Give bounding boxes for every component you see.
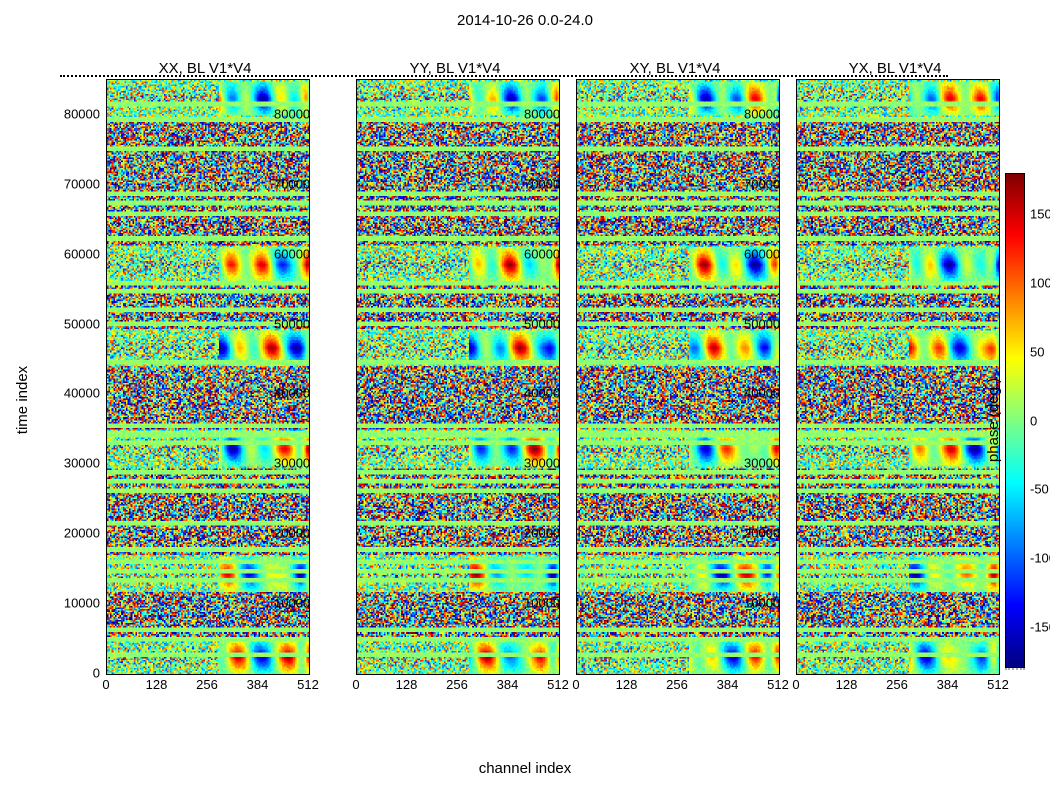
y-axis-label: time index	[14, 366, 31, 434]
waterfall-panel-yy[interactable]	[356, 79, 560, 675]
x-tick-label: 256	[446, 677, 468, 692]
y-tick-label-secondary: 80000	[524, 106, 564, 121]
y-tick-label-secondary: 40000	[744, 386, 784, 401]
x-tick-label: 384	[247, 677, 269, 692]
x-tick-label: 128	[616, 677, 638, 692]
x-tick-label: 384	[717, 677, 739, 692]
colorbar-dotted-line	[1005, 668, 1025, 670]
y-tick-label: 50000	[20, 316, 100, 331]
y-tick-label-secondary: 20000	[744, 526, 784, 541]
y-tick-label-secondary: 40000	[524, 386, 564, 401]
y-tick-label: 70000	[20, 176, 100, 191]
top-dotted-line	[60, 75, 948, 77]
y-tick-label: 10000	[20, 596, 100, 611]
x-tick-label: 0	[572, 677, 579, 692]
x-tick-label: 384	[497, 677, 519, 692]
x-tick-label: 256	[196, 677, 218, 692]
x-tick-label: 512	[987, 677, 1009, 692]
y-tick-label-secondary: 20000	[274, 526, 314, 541]
y-tick-label-secondary: 60000	[524, 246, 564, 261]
colorbar-tick-label: -100	[1030, 551, 1050, 566]
colorbar[interactable]	[1005, 173, 1025, 668]
y-tick-label-secondary: 50000	[744, 316, 784, 331]
y-tick-label-secondary: 40000	[274, 386, 314, 401]
x-axis-label: channel index	[0, 760, 1050, 777]
y-tick-label-secondary: 30000	[524, 456, 564, 471]
waterfall-panel-xx[interactable]	[106, 79, 310, 675]
y-tick-label-secondary: 70000	[524, 176, 564, 191]
waterfall-panel-yx[interactable]	[796, 79, 1000, 675]
x-tick-label: 512	[547, 677, 569, 692]
colorbar-tick-label: -150	[1030, 619, 1050, 634]
y-tick-label-secondary: 30000	[744, 456, 784, 471]
colorbar-label: phase (deg.)	[985, 378, 1002, 462]
x-tick-label: 0	[102, 677, 109, 692]
y-tick-label-secondary: 60000	[274, 246, 314, 261]
y-tick-label: 0	[20, 666, 100, 681]
y-tick-label-secondary: 20000	[524, 526, 564, 541]
y-tick-label-secondary: 70000	[274, 176, 314, 191]
y-tick-label-secondary: 60000	[744, 246, 784, 261]
x-tick-label: 0	[792, 677, 799, 692]
y-tick-label: 80000	[20, 106, 100, 121]
colorbar-tick-label: 150	[1030, 207, 1050, 222]
colorbar-tick-label: 100	[1030, 276, 1050, 291]
x-tick-label: 512	[297, 677, 319, 692]
x-tick-label: 128	[836, 677, 858, 692]
x-tick-label: 128	[396, 677, 418, 692]
x-tick-label: 128	[146, 677, 168, 692]
x-tick-label: 512	[767, 677, 789, 692]
y-tick-label: 40000	[20, 386, 100, 401]
colorbar-tick-label: 50	[1030, 344, 1044, 359]
y-tick-label-secondary: 10000	[744, 596, 784, 611]
y-tick-label-secondary: 50000	[524, 316, 564, 331]
x-tick-label: 256	[666, 677, 688, 692]
x-tick-label: 0	[352, 677, 359, 692]
colorbar-tick-label: 0	[1030, 413, 1037, 428]
colorbar-tick-label: -50	[1030, 482, 1049, 497]
suptitle: 2014-10-26 0.0-24.0	[0, 12, 1050, 29]
y-tick-label-secondary: 80000	[744, 106, 784, 121]
y-tick-label: 60000	[20, 246, 100, 261]
y-tick-label-secondary: 10000	[274, 596, 314, 611]
y-tick-label-secondary: 70000	[744, 176, 784, 191]
y-tick-label: 30000	[20, 456, 100, 471]
y-tick-label-secondary: 50000	[274, 316, 314, 331]
y-tick-label: 20000	[20, 526, 100, 541]
waterfall-panel-xy[interactable]	[576, 79, 780, 675]
y-tick-label-secondary: 10000	[524, 596, 564, 611]
x-tick-label: 384	[937, 677, 959, 692]
x-tick-label: 256	[886, 677, 908, 692]
y-tick-label-secondary: 30000	[274, 456, 314, 471]
y-tick-label-secondary: 80000	[274, 106, 314, 121]
